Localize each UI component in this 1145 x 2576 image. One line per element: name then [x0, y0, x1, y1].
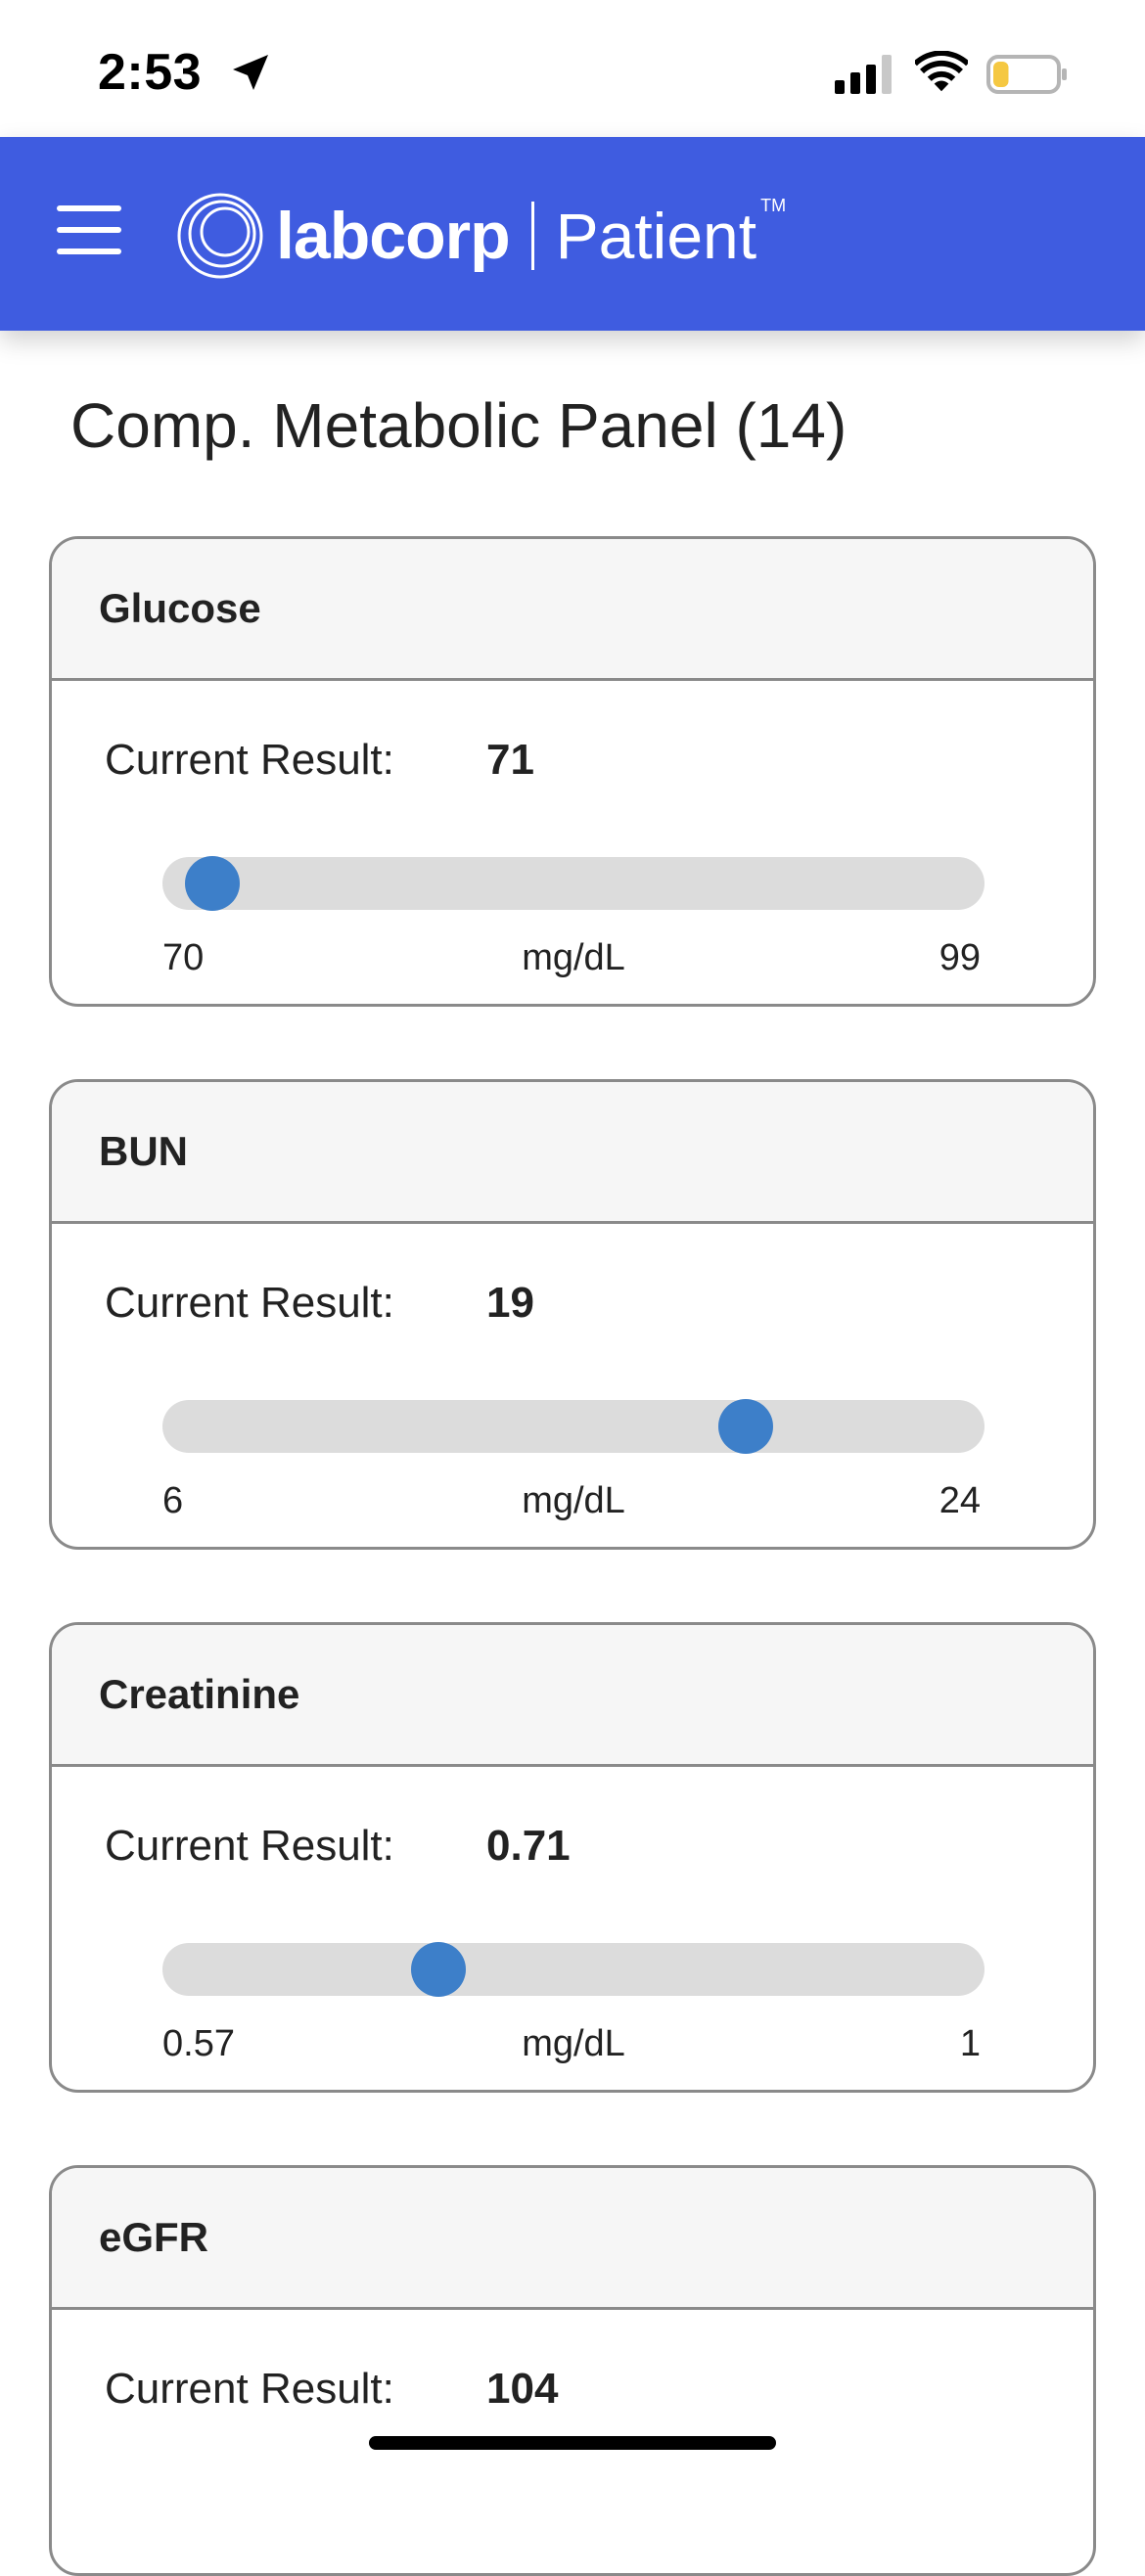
test-name: BUN — [99, 1128, 188, 1174]
reference-range-slider: mg/dL — [162, 1942, 985, 2064]
range-max: 1 — [959, 2023, 981, 2064]
logo-divider — [530, 202, 534, 270]
current-result-label: Current Result: — [105, 736, 394, 784]
test-name: Glucose — [99, 585, 261, 631]
range-min: 70 — [162, 937, 205, 978]
test-card-header[interactable]: BUN — [52, 1082, 1093, 1224]
labcorp-patient-logo: labcorp Patient TM — [176, 192, 786, 280]
test-card-egfr: eGFR Current Result: 104 — [49, 2165, 1096, 2576]
range-max: 99 — [939, 937, 981, 978]
test-card-glucose: Glucose Current Result: 71 mg/dL 70 99 — [49, 536, 1096, 1007]
labcorp-logo-mark-icon — [177, 193, 263, 279]
current-result-label: Current Result: — [105, 2365, 394, 2413]
reference-range-slider: mg/dL — [162, 856, 985, 978]
battery-icon — [986, 55, 1067, 94]
cellular-signal-icon — [835, 55, 892, 94]
test-card-header[interactable]: Glucose — [52, 539, 1093, 681]
test-card-bun: BUN Current Result: 19 mg/dL 6 24 — [49, 1079, 1096, 1550]
current-result-value: 19 — [486, 1279, 534, 1327]
result-marker — [185, 856, 241, 911]
home-indicator — [369, 2436, 776, 2450]
range-max: 24 — [939, 1480, 981, 1521]
wifi-icon — [915, 51, 968, 92]
logo-trademark: TM — [760, 196, 787, 215]
test-card-creatinine: Creatinine Current Result: 0.71 mg/dL 0.… — [49, 1622, 1096, 2093]
range-min: 6 — [162, 1480, 184, 1521]
range-unit: mg/dL — [522, 2023, 625, 2064]
current-result-label: Current Result: — [105, 1279, 394, 1327]
range-unit: mg/dL — [522, 1480, 625, 1521]
test-card-body: Current Result: 71 mg/dL 70 99 — [52, 681, 1093, 1004]
location-arrow-icon — [233, 55, 268, 90]
result-marker — [410, 1942, 466, 1997]
test-card-body: Current Result: 0.71 mg/dL 0.57 1 — [52, 1767, 1093, 2090]
current-result-value: 71 — [486, 736, 534, 784]
test-card-body: Current Result: 104 — [52, 2310, 1093, 2573]
test-card-header[interactable]: eGFR — [52, 2168, 1093, 2310]
current-result-label: Current Result: — [105, 1822, 394, 1870]
reference-range-slider: mg/dL — [162, 1399, 985, 1521]
current-result-value: 0.71 — [486, 1822, 571, 1870]
current-result-value: 104 — [486, 2365, 559, 2413]
result-marker — [718, 1399, 773, 1454]
range-min: 0.57 — [162, 2023, 235, 2064]
test-name: eGFR — [99, 2214, 209, 2260]
test-card-body: Current Result: 19 mg/dL 6 24 — [52, 1224, 1093, 1547]
test-card-header[interactable]: Creatinine — [52, 1625, 1093, 1767]
logo-product-text: Patient — [555, 200, 757, 272]
test-name: Creatinine — [99, 1671, 300, 1717]
status-time: 2:53 — [98, 44, 203, 101]
app-header: labcorp Patient TM — [0, 137, 1145, 331]
hamburger-menu-icon[interactable] — [57, 205, 121, 254]
range-unit: mg/dL — [522, 937, 625, 978]
page-title: Comp. Metabolic Panel (14) — [70, 390, 847, 461]
logo-brand-text: labcorp — [276, 199, 511, 273]
status-bar: 2:53 — [0, 0, 1145, 137]
